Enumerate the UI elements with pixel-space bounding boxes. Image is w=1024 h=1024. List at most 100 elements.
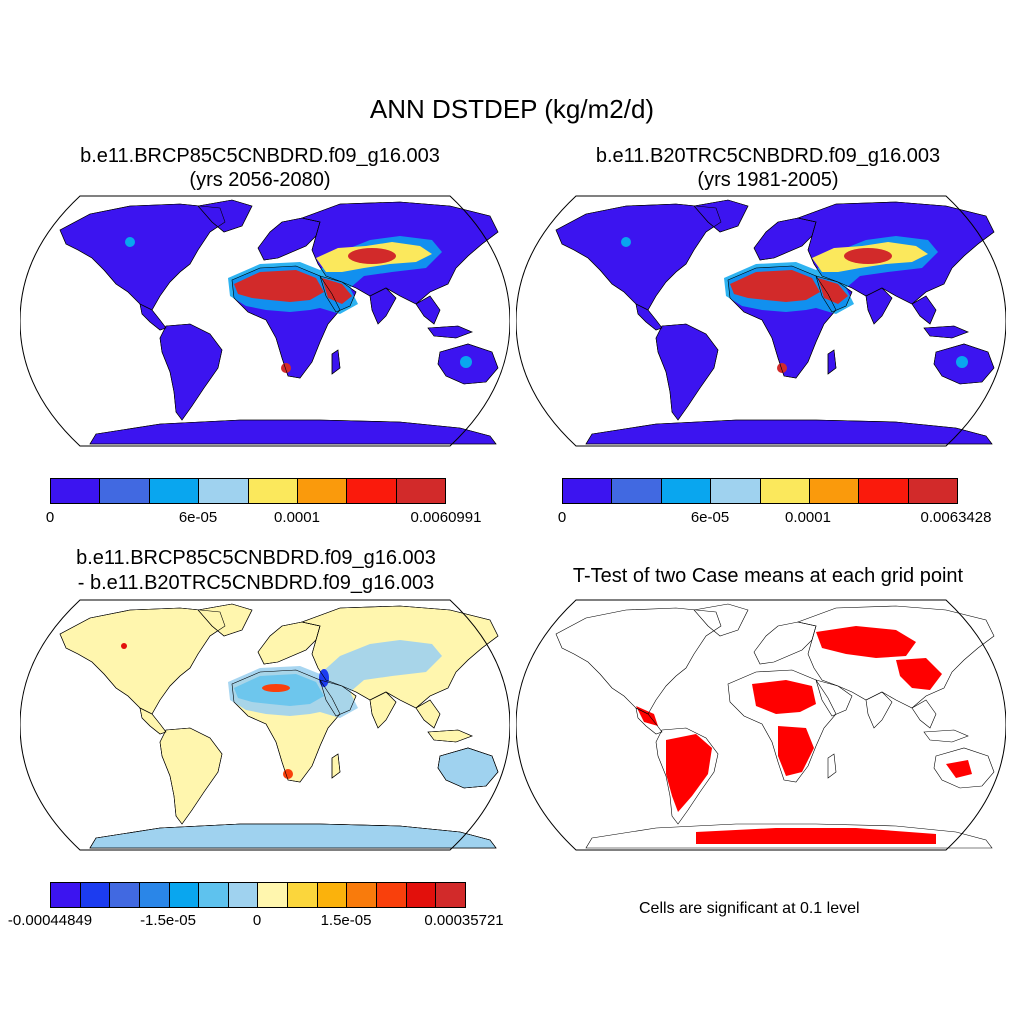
signif-south-america [666, 734, 712, 812]
cbar-tl-label: 6e-05 [178, 509, 218, 526]
significance-note: Cells are significant at 0.1 level [639, 900, 860, 917]
coastline-india [865, 691, 893, 729]
dust-arabia-high [818, 278, 848, 304]
diff-positive-band [262, 684, 290, 692]
cbar-tl-label: 0.0001 [274, 509, 320, 526]
coastline-madagascar [331, 349, 341, 375]
coastline-australia [437, 343, 499, 385]
dust-arabia-high [322, 278, 352, 304]
diff-northamerica-spot [121, 643, 127, 649]
colorbar-segment [169, 883, 200, 907]
coastline-southAmerica [159, 727, 223, 825]
dust-kalahari-spot [281, 363, 291, 373]
figure-title: ANN DSTDEP (kg/m2/d) [369, 94, 655, 124]
coastline-africa [727, 265, 837, 379]
colorbar-segment [288, 883, 318, 907]
cbar-bl-label: 1.5e-05 [320, 912, 372, 929]
coastline-greenland [197, 603, 253, 637]
cbar-tl-label: 0.0060991 [410, 509, 482, 526]
coastline-greenland [693, 603, 749, 637]
map-panel-difference [20, 599, 510, 851]
cbar-tr-label: 0.0001 [785, 509, 831, 526]
panel-tl-title-1: b.e11.BRCP85C5CNBDRD.f09_g16.003 [80, 145, 440, 167]
coastline-africa [231, 265, 341, 379]
colorbar-segment [760, 479, 810, 503]
coastline-centralAmerica [139, 303, 167, 331]
colorbar-segment [563, 479, 613, 503]
dust-taklamakan-high [844, 248, 892, 264]
colorbar-segment [661, 479, 712, 503]
colorbar-segment [612, 479, 662, 503]
cbar-tr-label: 6e-05 [690, 509, 730, 526]
coastline-northAmerica [59, 607, 226, 715]
cbar-bl-label: -0.00044849 [7, 912, 93, 929]
coastline-indonesia [427, 325, 473, 339]
coastline-southAmerica [655, 323, 719, 421]
coastline-madagascar [827, 753, 837, 779]
coastline-india [369, 691, 397, 729]
colorbar-segment [149, 479, 200, 503]
map-frame [516, 195, 1006, 447]
coastline-india [865, 287, 893, 325]
coastline-australia [437, 747, 499, 789]
panel-bl-title-2: - b.e11.B20TRC5CNBDRD.f09_g16.003 [77, 572, 435, 594]
dust-australia-spot [956, 356, 968, 368]
cbar-tr-label: 0 [557, 509, 567, 526]
dust-sahara-high [234, 270, 324, 302]
coastline-northAmerica [555, 203, 722, 311]
coastline-arabia [319, 275, 357, 313]
cbar-tl-label: 0 [45, 509, 55, 526]
coastline-seAsia [911, 699, 937, 729]
map-frame [516, 599, 1006, 851]
colorbar-segment [248, 479, 298, 503]
panel-tr-title-2: (yrs 1981-2005) [697, 169, 839, 191]
coastline-northAmerica [555, 607, 722, 715]
panel-bl-title-1: b.e11.BRCP85C5CNBDRD.f09_g16.003 [76, 547, 436, 569]
coastline-greenland [197, 199, 253, 233]
dust-taklamakan-high [348, 248, 396, 264]
colorbar-segment [908, 479, 957, 503]
coastline-arabia [815, 679, 853, 717]
colorbar-segment [297, 479, 348, 503]
coastline-australia [933, 747, 995, 789]
coastline-southAmerica [159, 323, 223, 421]
colorbar-segment [711, 479, 761, 503]
colorbar-segment [406, 883, 437, 907]
dust-northamerica-spot [125, 237, 135, 247]
colorbar-segment [100, 479, 150, 503]
coastline-antarctica [585, 419, 993, 445]
panel-br-title: T-Test of two Case means at each grid po… [572, 565, 964, 587]
colorbar-segment [436, 883, 465, 907]
map-panel-historical [516, 195, 1006, 447]
coastline-antarctica [89, 419, 497, 445]
coastline-madagascar [331, 753, 341, 779]
colorbar-segment [377, 883, 407, 907]
colorbar-segment [51, 883, 81, 907]
coastline-madagascar [827, 349, 837, 375]
dust-australia-spot [460, 356, 472, 368]
coastline-arabia [815, 275, 853, 313]
coastline-australia [933, 343, 995, 385]
coastline-africa [727, 669, 837, 783]
cbar-bl-label: -1.5e-05 [140, 912, 196, 929]
signif-antarctica [696, 828, 936, 844]
ocean-background [516, 600, 1006, 850]
cbar-tr-label: 0.0063428 [920, 509, 992, 526]
colorbar-segment [859, 479, 909, 503]
colorbar-segment [80, 883, 111, 907]
dust-sahara-high [730, 270, 820, 302]
coastline-seAsia [415, 699, 441, 729]
colorbar-segment [317, 883, 348, 907]
cbar-bl-label: 0.00035721 [424, 912, 504, 929]
colorbar-segment [199, 883, 229, 907]
colorbar-segment [258, 883, 289, 907]
coastline-centralAmerica [635, 707, 663, 735]
diff-kalahari-spot [283, 769, 293, 779]
cbar-bl-label: 0 [252, 912, 262, 929]
coastline-indonesia [923, 729, 969, 743]
colorbar-historical [562, 478, 958, 504]
colorbar-segment [347, 883, 378, 907]
colorbar-segment [396, 479, 445, 503]
coastline-indonesia [923, 325, 969, 339]
signif-north-africa [752, 680, 816, 714]
